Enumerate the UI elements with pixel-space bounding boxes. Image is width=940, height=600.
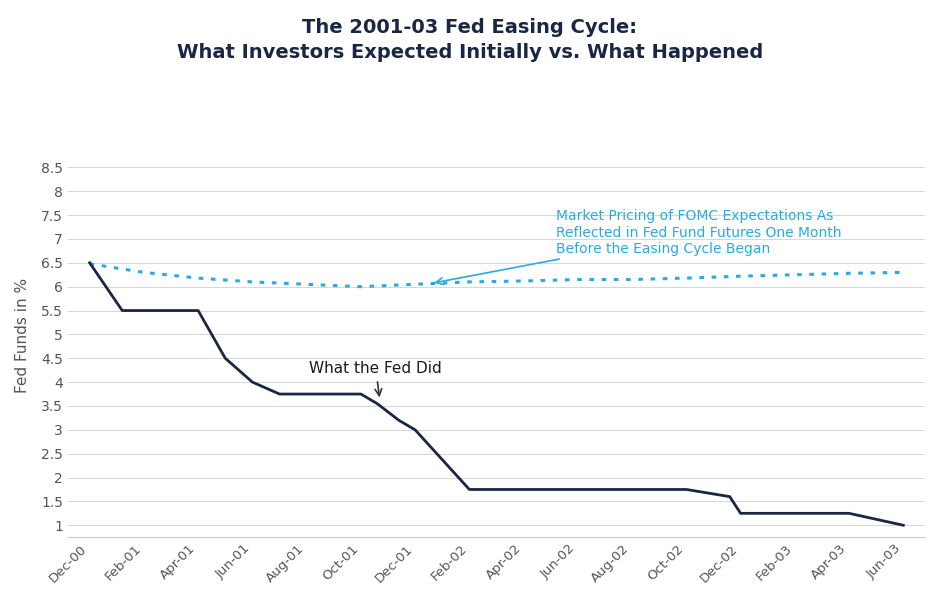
Text: Market Pricing of FOMC Expectations As
Reflected in Fed Fund Futures One Month
B: Market Pricing of FOMC Expectations As R… [436, 209, 841, 284]
Text: What the Fed Did: What the Fed Did [309, 361, 442, 395]
Y-axis label: Fed Funds in %: Fed Funds in % [15, 278, 30, 393]
Text: The 2001-03 Fed Easing Cycle:
What Investors Expected Initially vs. What Happene: The 2001-03 Fed Easing Cycle: What Inves… [177, 18, 763, 62]
